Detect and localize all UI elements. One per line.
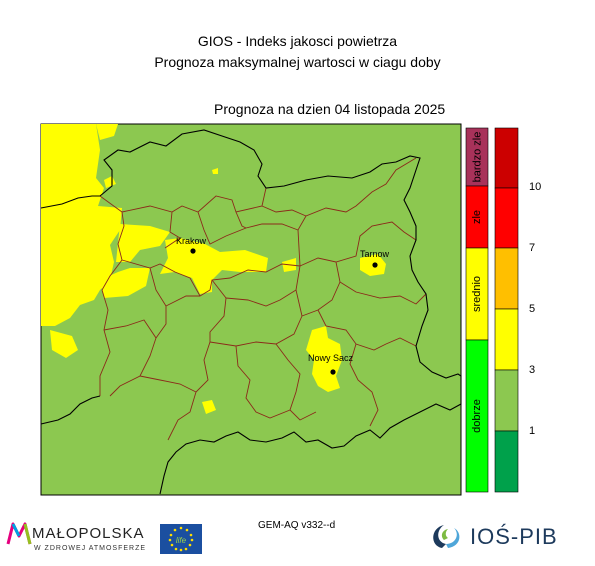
legend-label-srednio: srednio [471,275,484,313]
legend-tick: 5 [529,303,536,315]
eu-life-flag-icon: life [160,524,202,554]
map-subtitle: Prognoza maksymalnej wartosci w ciagu do… [154,54,441,70]
malopolska-logo-icon [6,522,32,545]
city-markers [190,248,378,375]
scale-segment [494,308,519,371]
legend-tick: 7 [529,242,536,254]
scale-segment [494,187,519,249]
scale-segment [494,247,519,310]
map-title: GIOS - Indeks jakosci powietrza [197,33,398,49]
legend-tick: 1 [529,425,536,437]
legend-label-dobrze: dobrze [471,399,484,433]
city-dot [190,248,196,254]
scale-segment [494,369,519,432]
legend-tick: 10 [529,181,542,193]
city-dot [372,262,378,268]
yellow-zones [41,124,386,414]
scale-segment [494,430,519,493]
ios-pib-logo-icon [433,525,460,548]
map-background [40,123,462,496]
legend-category-bar [465,127,489,493]
ios-pib-logo-text: IOŚ-PIB [470,524,558,549]
city-label: Tarnow [360,249,390,259]
malopolska-tagline: W ZDROWEJ ATMOSFERZE [34,545,147,552]
legend-label-bardzo-zle: bardzo zle [471,131,484,183]
voivodeship-border [40,129,462,495]
forecast-date: Prognoza na dzien 04 listopada 2025 [214,101,446,117]
district-borders [99,157,427,441]
model-label: GEM-AQ v332--d [258,520,336,531]
scale-segment [494,127,519,189]
legend-label-zle: zle [471,209,483,225]
city-label: Nowy Sacz [308,353,354,363]
legend-cat-dobrze [465,339,489,493]
city-label: Krakow [176,236,207,246]
malopolska-logo-text: MAŁOPOLSKA [32,525,145,542]
legend-tick: 3 [529,364,536,376]
svg-text:life: life [176,536,187,545]
legend-scale-bar [494,127,519,493]
city-dot [330,369,336,375]
